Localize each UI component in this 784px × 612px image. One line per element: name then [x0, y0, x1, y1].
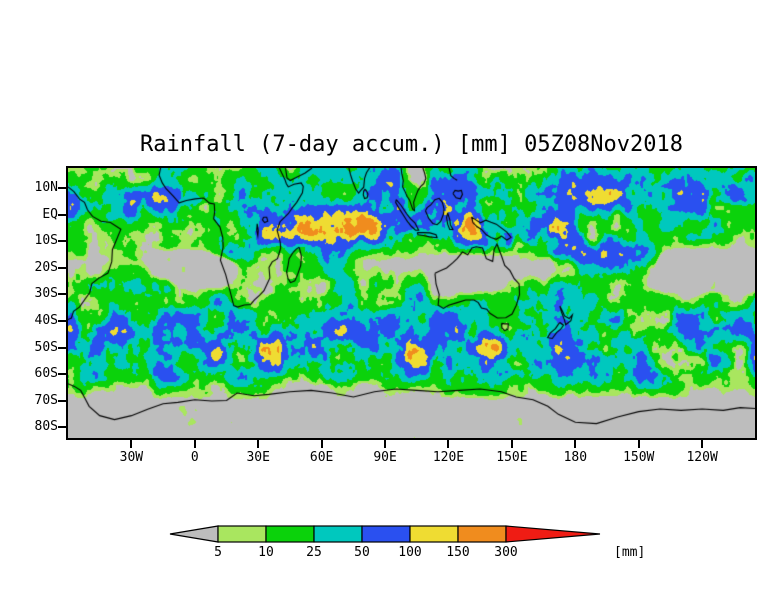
lon-tick-label: 30W [119, 450, 144, 465]
lon-tick-label: 150E [496, 450, 528, 465]
lat-tick-mark [58, 319, 66, 322]
colorbar-unit-label: [mm] [614, 545, 646, 560]
lat-tick-mark [58, 373, 66, 376]
lat-tick-label: 40S [34, 312, 58, 328]
lat-tick-label: 70S [34, 392, 58, 408]
lat-tick-label: 20S [34, 259, 58, 275]
colorbar-bar [169, 525, 601, 543]
lat-tick-mark [58, 399, 66, 402]
colorbar-tick-label: 10 [258, 545, 274, 560]
colorbar-tick-label: 150 [446, 545, 470, 560]
lon-tick-label: 30E [246, 450, 270, 465]
colorbar-legend: 5 10 25 50 100 150 300 [mm] [168, 524, 688, 566]
lon-tick-label: 120E [432, 450, 465, 465]
lat-tick-label: 10N [34, 179, 58, 195]
lat-tick-mark [58, 293, 66, 296]
colorbar-tick-label: 50 [354, 545, 370, 560]
lon-tick-mark [257, 440, 260, 448]
colorbar-tick-label: 5 [214, 545, 222, 560]
lat-tick-mark [58, 240, 66, 243]
lon-tick-mark [574, 440, 577, 448]
map-frame [66, 166, 757, 440]
lat-tick-label: 80S [34, 419, 58, 435]
lon-tick-mark [320, 440, 323, 448]
lon-tick-label: 90E [373, 450, 397, 465]
lat-tick-label: 30S [34, 286, 58, 302]
lon-tick-mark [637, 440, 640, 448]
lon-tick-label: 180 [563, 450, 588, 465]
colorbar-tick-label: 100 [398, 545, 422, 560]
colorbar-tick-label: 300 [494, 545, 518, 560]
lat-tick-mark [58, 426, 66, 429]
lat-tick-mark [58, 213, 66, 216]
lat-tick-label: 60S [34, 366, 58, 382]
lon-tick-label: 120W [686, 450, 718, 465]
lon-tick-mark [701, 440, 704, 448]
lon-tick-label: 60E [309, 450, 334, 465]
lon-tick-label: 0 [190, 450, 199, 465]
lat-tick-mark [58, 266, 66, 269]
lat-tick-mark [58, 186, 66, 189]
lat-tick-label: 10S [34, 233, 58, 249]
chart-title: Rainfall (7-day accum.) [mm] 05Z08Nov201… [139, 132, 684, 157]
lon-tick-label: 150W [623, 450, 655, 465]
lat-tick-label: 50S [34, 339, 58, 355]
lon-tick-mark [193, 440, 196, 448]
lon-tick-mark [447, 440, 450, 448]
rainfall-map-canvas [68, 168, 755, 438]
lon-tick-mark [510, 440, 513, 448]
lon-tick-mark [384, 440, 387, 448]
lat-tick-label: EQ [42, 206, 58, 222]
colorbar-tick-label: 25 [306, 545, 322, 560]
lon-tick-mark [130, 440, 133, 448]
lat-tick-mark [58, 346, 66, 349]
